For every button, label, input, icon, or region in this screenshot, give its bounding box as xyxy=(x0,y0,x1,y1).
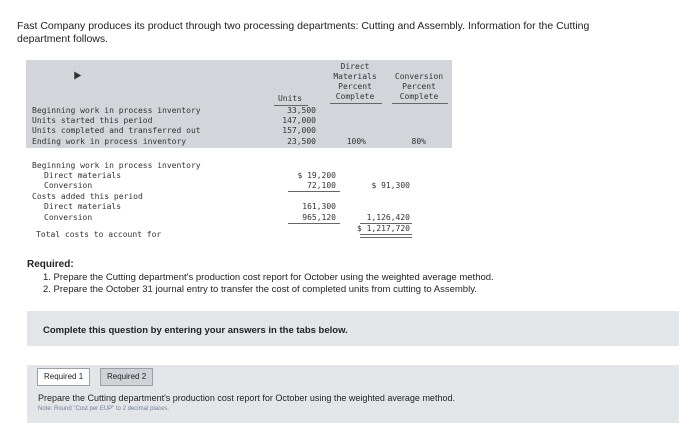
row-label-beg-wip: Beginning work in process inventory xyxy=(32,106,201,115)
dm-header-line4: Complete xyxy=(335,92,375,101)
row-label-started: Units started this period xyxy=(32,116,153,125)
cost-label-beg-conv: Conversion xyxy=(44,181,93,190)
cost-label-added-conv: Conversion xyxy=(44,213,93,222)
problem-intro: Fast Company produces its product throug… xyxy=(17,20,590,45)
cost-added-conv-value: 965,120 xyxy=(302,213,336,222)
dm-header-line1: Direct xyxy=(340,62,370,71)
cost-label-beg-wip: Beginning work in process inventory xyxy=(32,161,201,170)
units-header: Units xyxy=(277,94,303,103)
cost-added-total: 1,126,420 xyxy=(366,213,410,222)
cost-beg-conv-value: 72,100 xyxy=(307,181,336,190)
added-total-underline xyxy=(360,223,412,224)
tabs-bar: Required 1 Required 2 xyxy=(27,365,679,387)
row-units-completed: 157,000 xyxy=(282,126,316,135)
row-label-ending-wip: Ending work in process inventory xyxy=(32,137,187,146)
cost-label-added: Costs added this period xyxy=(32,192,143,201)
cutting-department-data-table: Direct Materials Percent Complete Conver… xyxy=(26,60,452,242)
cost-label-beg-dm: Direct materials xyxy=(44,171,122,180)
required-heading: Required: xyxy=(27,259,74,270)
required-item-1: 1. Prepare the Cutting department's prod… xyxy=(43,272,494,283)
dm-header-line2: Materials xyxy=(333,72,377,81)
beg-subtotal-underline xyxy=(288,191,340,192)
tab-note: Note: Round "Cost per EUP" to 2 decimal … xyxy=(38,406,169,412)
cost-total-value: $ 1,217,720 xyxy=(357,224,410,233)
units-header-underline xyxy=(274,105,308,106)
cost-beg-dm-value: $ 19,200 xyxy=(297,171,336,180)
tab-required-2[interactable]: Required 2 xyxy=(100,368,154,386)
cost-beg-total: $ 91,300 xyxy=(371,181,410,190)
instruction-text: Complete this question by entering your … xyxy=(43,325,348,336)
tab-description: Prepare the Cutting department's product… xyxy=(38,393,455,403)
dm-header-underline xyxy=(330,103,382,104)
conv-header-line2: Percent xyxy=(402,82,436,91)
table-header-shade xyxy=(26,60,452,148)
tab-content-panel: Prepare the Cutting department's product… xyxy=(27,387,679,423)
added-subtotal-underline xyxy=(288,223,340,224)
required-item-2: 2. Prepare the October 31 journal entry … xyxy=(43,284,477,295)
row-units-started: 147,000 xyxy=(282,116,316,125)
instruction-panel: Complete this question by entering your … xyxy=(27,311,679,346)
row-units-beg-wip: 33,500 xyxy=(287,106,316,115)
required-list: 1. Prepare the Cutting department's prod… xyxy=(43,272,494,296)
row-units-ending-wip: 23,500 xyxy=(287,137,316,146)
conv-header-underline xyxy=(392,103,448,104)
total-double-underline xyxy=(360,234,412,238)
row-conv-ending-wip: 80% xyxy=(411,137,426,146)
conv-header-line1: Conversion xyxy=(394,72,444,81)
row-label-completed: Units completed and transferred out xyxy=(32,126,201,135)
tab-required-1[interactable]: Required 1 xyxy=(37,368,91,386)
row-dm-ending-wip: 100% xyxy=(346,137,366,146)
cost-label-total: Total costs to account for xyxy=(36,230,162,239)
dm-header-line3: Percent xyxy=(338,82,372,91)
cost-added-dm-value: 161,300 xyxy=(302,202,336,211)
cost-label-added-dm: Direct materials xyxy=(44,202,122,211)
conv-header-line3: Complete xyxy=(399,92,439,101)
